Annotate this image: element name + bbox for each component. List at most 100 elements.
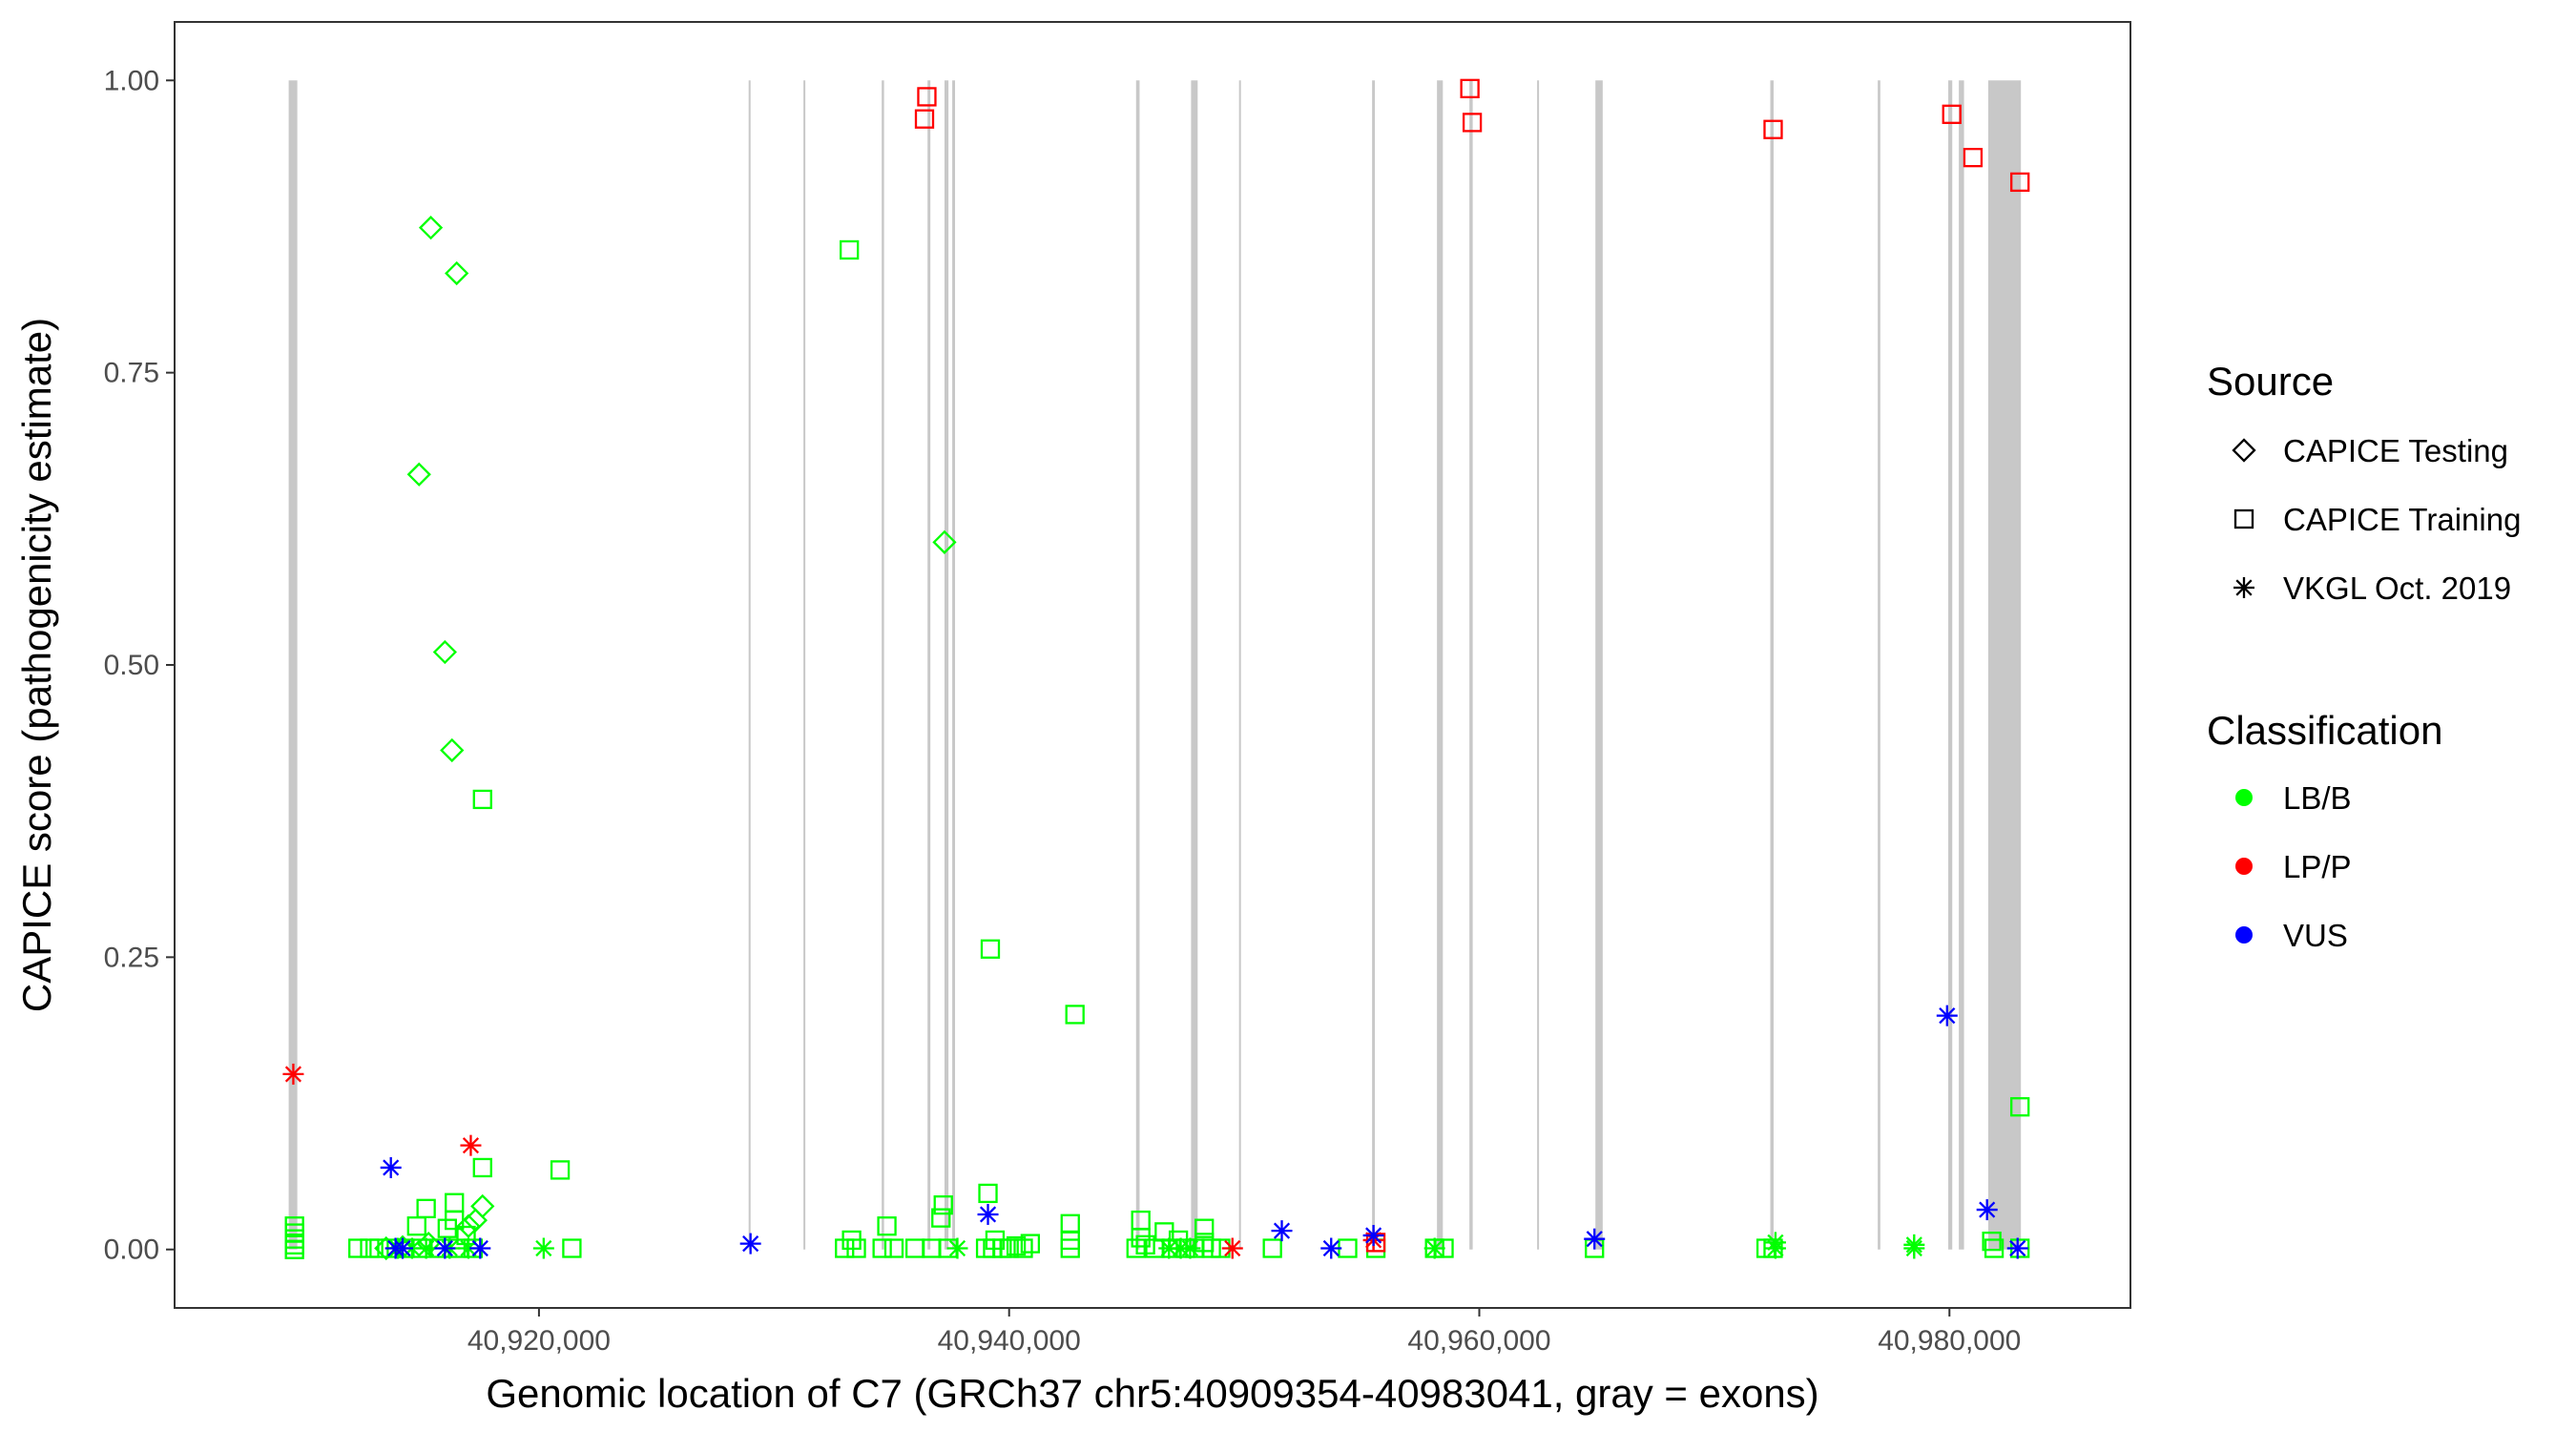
data-point	[1262, 1238, 1282, 1258]
legend-source: Source CAPICE Testing CAPICE Training VKGL…	[2207, 359, 2521, 606]
exon-band	[748, 80, 751, 1250]
data-point	[380, 1156, 402, 1178]
data-point	[415, 1237, 437, 1259]
data-point	[1131, 1210, 1151, 1231]
data-point	[1065, 1005, 1085, 1025]
data-point	[1158, 1237, 1180, 1259]
y-axis-title: CAPICE score (pathogenicity estimate)	[14, 318, 59, 1012]
data-point	[1060, 1213, 1080, 1234]
exon-band	[1437, 80, 1444, 1250]
data-point	[872, 1238, 892, 1258]
data-point	[284, 1239, 304, 1259]
exon-band	[1948, 80, 1953, 1250]
data-point	[2006, 1237, 2028, 1259]
data-point	[2010, 1097, 2030, 1117]
legend-classification-title: Classification	[2207, 708, 2442, 753]
data-point	[841, 1230, 862, 1251]
x-tick-label: 40,960,000	[1407, 1325, 1550, 1357]
legend-classification-label: LP/P	[2283, 849, 2352, 884]
data-point	[445, 260, 469, 286]
legend-classification-label: VUS	[2283, 918, 2348, 953]
data-point	[933, 1195, 953, 1215]
data-point	[977, 1203, 999, 1225]
data-point	[2010, 172, 2030, 193]
data-points	[282, 78, 2030, 1261]
legend-source-label: CAPICE Training	[2283, 502, 2521, 537]
data-point	[456, 1213, 481, 1238]
data-point	[348, 1238, 368, 1258]
exon-band	[882, 80, 884, 1250]
legend-key-dot	[2235, 789, 2253, 806]
data-point	[470, 1193, 495, 1219]
data-point	[1020, 1234, 1041, 1254]
data-point	[432, 639, 457, 665]
data-point	[1006, 1235, 1027, 1256]
data-point	[1131, 1228, 1151, 1248]
x-tick-label: 40,920,000	[467, 1325, 611, 1357]
exon-band	[803, 80, 806, 1250]
data-point	[999, 1238, 1019, 1258]
x-axis: 40,920,000 40,940,000 40,960,000 40,980,000	[467, 1308, 2021, 1357]
data-point	[1942, 104, 1962, 124]
data-point	[1179, 1237, 1201, 1259]
legend-classification: Classification LB/B LP/P VUS	[2207, 708, 2442, 953]
y-tick-label: 0.75	[104, 358, 159, 389]
legend-key-dot	[2235, 858, 2253, 875]
data-point	[946, 1237, 968, 1259]
data-point	[917, 87, 937, 107]
data-point	[1423, 1237, 1445, 1259]
data-point	[434, 1237, 456, 1259]
data-point	[550, 1160, 571, 1180]
exon-band	[288, 80, 298, 1250]
data-point	[1936, 1005, 1958, 1027]
data-point	[1963, 148, 1984, 168]
data-point	[532, 1237, 554, 1259]
data-point	[1060, 1238, 1080, 1258]
exon-band	[1372, 80, 1376, 1250]
data-point	[456, 1225, 476, 1246]
exon-band	[1959, 80, 1964, 1250]
exon-band	[1191, 80, 1198, 1250]
exon-band	[1238, 80, 1241, 1250]
data-point	[1195, 1218, 1215, 1238]
data-point	[1362, 1225, 1384, 1247]
data-point	[1013, 1238, 1033, 1258]
data-point	[931, 1208, 951, 1228]
exon-band	[952, 80, 956, 1250]
data-point	[1271, 1220, 1293, 1242]
legend-classification-label: LB/B	[2283, 780, 2352, 816]
legend-key-diamond	[2232, 438, 2256, 463]
data-point	[980, 939, 1001, 959]
legend-key-square	[2233, 508, 2254, 529]
data-point	[1462, 113, 1483, 133]
data-point	[932, 529, 957, 554]
data-point	[406, 462, 431, 487]
data-point	[978, 1183, 998, 1204]
exon-band	[1469, 80, 1473, 1250]
y-axis: 0.00 0.25 0.50 0.75 1.00	[104, 65, 175, 1266]
y-tick-label: 0.25	[104, 942, 159, 973]
data-point	[922, 1238, 942, 1258]
data-point	[1764, 1232, 1786, 1254]
data-point	[437, 1218, 457, 1238]
data-point	[392, 1237, 414, 1259]
exon-band	[1537, 80, 1540, 1250]
y-tick-label: 1.00	[104, 65, 159, 96]
data-point	[914, 109, 935, 129]
data-point	[1320, 1237, 1342, 1259]
data-point	[1460, 78, 1480, 99]
data-point	[1903, 1234, 1925, 1255]
exon-band	[927, 80, 931, 1250]
x-tick-label: 40,940,000	[938, 1325, 1081, 1357]
exon-band	[1595, 80, 1603, 1250]
data-point	[1763, 119, 1783, 139]
data-point	[416, 1198, 436, 1218]
data-point	[445, 1192, 465, 1213]
plot-panel-border	[174, 21, 2131, 1309]
data-point	[1584, 1228, 1606, 1250]
data-point	[460, 1134, 482, 1156]
data-point	[282, 1063, 304, 1085]
data-point	[469, 1237, 491, 1259]
x-axis-title: Genomic location of C7 (GRCh37 chr5:4090…	[486, 1371, 1818, 1416]
